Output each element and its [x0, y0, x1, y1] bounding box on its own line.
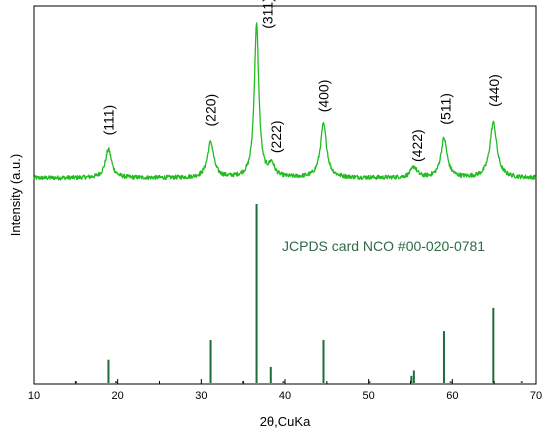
peak-label: (222) — [268, 120, 284, 153]
peak-label: (311) — [259, 0, 275, 29]
peak-labels: (111) (220) (311) (222) (400) (422) (511) (440) — [101, 0, 503, 162]
x-tick-label: 60 — [446, 390, 458, 402]
reference-lines — [74, 204, 523, 383]
peak-label: (220) — [203, 94, 219, 127]
x-tick-label: 20 — [112, 390, 124, 402]
peak-label: (511) — [438, 93, 454, 125]
xrd-pattern-line — [33, 22, 537, 181]
reference-label: JCPDS card NCO #00-020-0781 — [282, 238, 485, 254]
x-tick-label: 10 — [28, 390, 40, 402]
plot-frame — [33, 5, 537, 385]
peak-label: (422) — [409, 129, 425, 162]
x-tick-label: 40 — [279, 390, 291, 402]
peak-label: (440) — [486, 74, 502, 107]
peak-label: (111) — [101, 105, 117, 136]
x-tick-label: 50 — [363, 390, 375, 402]
x-tick-label: 70 — [530, 390, 542, 402]
peak-label: (400) — [316, 80, 332, 113]
x-axis-ticks: 10 20 30 40 50 60 70 — [28, 379, 542, 402]
x-tick-label: 30 — [195, 390, 207, 402]
x-axis-label: 2θ,CuKa — [260, 414, 311, 429]
y-axis-label: Intensity (a.u.) — [8, 154, 23, 236]
